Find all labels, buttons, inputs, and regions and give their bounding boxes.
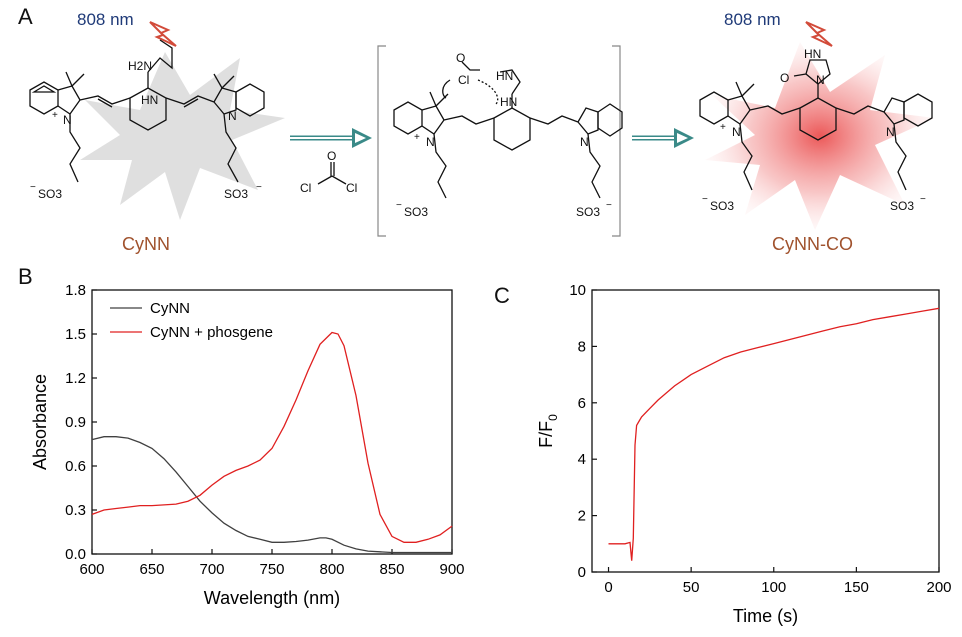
excitation-label-right: 808 nm [724, 10, 781, 29]
svg-text:SO3: SO3 [404, 205, 428, 219]
lightning-icon [149, 21, 177, 47]
svg-text:N: N [886, 125, 895, 139]
y-tick-label: 0.9 [65, 414, 86, 431]
svg-text:N: N [580, 135, 589, 149]
x-tick-label: 100 [761, 579, 786, 596]
svg-text:N: N [228, 109, 237, 123]
axes-frame [591, 289, 940, 573]
red-glow-burst [705, 42, 935, 230]
panel-c-label: C [494, 283, 510, 308]
y-tick-label: 0 [578, 564, 586, 581]
x-tick-label: 700 [199, 561, 224, 578]
excitation-label-left: 808 nm [77, 10, 134, 29]
x-tick-label: 600 [79, 561, 104, 578]
y-tick-label: 1.8 [65, 282, 86, 299]
product-name: CyNN-CO [772, 234, 853, 254]
x-tick-label: 850 [379, 561, 404, 578]
x-tick-label: 650 [139, 561, 164, 578]
svg-text:+: + [52, 110, 58, 121]
svg-text:Cl: Cl [300, 181, 311, 195]
svg-text:−: − [30, 182, 36, 193]
svg-text:O: O [456, 51, 465, 65]
cynn-co-structure [699, 59, 933, 191]
y-tick-label: 6 [578, 395, 586, 412]
svg-text:N: N [732, 125, 741, 139]
x-tick-label: 800 [319, 561, 344, 578]
y-tick-label: 4 [578, 451, 586, 468]
x-tick-label: 200 [926, 579, 951, 596]
y-axis-title-main: F/F [536, 421, 556, 448]
intermediate-structure [393, 61, 623, 199]
svg-text:SO3: SO3 [710, 199, 734, 213]
svg-text:Cl: Cl [346, 181, 357, 195]
svg-text:HN: HN [141, 93, 158, 107]
svg-text:H2N: H2N [128, 59, 152, 73]
phosgene-structure [317, 162, 347, 185]
legend-label: CyNN + phosgene [150, 324, 273, 341]
x-tick-label: 50 [683, 579, 700, 596]
svg-text:HN: HN [500, 95, 517, 109]
y-tick-label: 0.3 [65, 502, 86, 519]
svg-text:N: N [426, 135, 435, 149]
absorbance-chart: 600 650 700 750 800 850 900 0.0 0.3 0.6 0.9 1.2 1.5 1… [30, 282, 465, 608]
x-tick-label: 900 [439, 561, 464, 578]
panel-b-label: B [18, 264, 33, 289]
reaction-arrow [632, 128, 694, 148]
panel-a-label: A [18, 4, 33, 29]
svg-text:−: − [702, 194, 708, 205]
series-line-1 [91, 331, 453, 543]
intermediate-brackets [377, 45, 621, 237]
y-tick-label: 1.5 [65, 326, 86, 343]
svg-text:HN: HN [804, 47, 821, 61]
x-axis-title: Wavelength (nm) [204, 588, 340, 608]
svg-text:Cl: Cl [458, 73, 469, 87]
y-tick-label: 8 [578, 338, 586, 355]
svg-text:SO3: SO3 [890, 199, 914, 213]
svg-text:SO3: SO3 [576, 205, 600, 219]
series-line-0 [608, 307, 940, 561]
svg-text:+: + [414, 132, 420, 143]
y-tick-label: 0.0 [65, 546, 86, 563]
svg-text:−: − [256, 182, 262, 193]
svg-text:HN: HN [496, 69, 513, 83]
reactant-name: CyNN [122, 234, 170, 254]
svg-text:O: O [327, 149, 336, 163]
svg-text:SO3: SO3 [224, 187, 248, 201]
y-tick-label: 1.2 [65, 370, 86, 387]
y-axis-title-subscript: 0 [546, 414, 560, 421]
y-tick-label: 0.6 [65, 458, 86, 475]
svg-text:SO3: SO3 [38, 187, 62, 201]
x-axis-title: Time (s) [733, 606, 798, 626]
lightning-icon [805, 21, 833, 47]
legend: CyNN CyNN + phosgene [110, 300, 273, 341]
series-line-0 [91, 436, 452, 554]
svg-text:N: N [816, 73, 825, 87]
x-tick-label: 750 [259, 561, 284, 578]
x-tick-label: 0 [604, 579, 612, 596]
svg-text:−: − [396, 200, 402, 211]
svg-text:+: + [720, 122, 726, 133]
y-tick-label: 10 [569, 282, 586, 299]
y-axis-title: F/F0 [536, 414, 560, 448]
x-tick-label: 150 [844, 579, 869, 596]
grey-glow-burst [80, 52, 285, 220]
reaction-arrow [290, 128, 372, 148]
cynn-structure [29, 39, 265, 183]
legend-label: CyNN [150, 300, 190, 317]
svg-text:O: O [780, 71, 789, 85]
reaction-scheme: H2N HN N + N SO3 − SO3 − O Cl Cl [29, 21, 935, 237]
svg-text:−: − [920, 194, 926, 205]
y-tick-label: 2 [578, 508, 586, 525]
svg-text:−: − [606, 200, 612, 211]
svg-text:N: N [63, 113, 72, 127]
y-axis-title: Absorbance [30, 374, 50, 470]
